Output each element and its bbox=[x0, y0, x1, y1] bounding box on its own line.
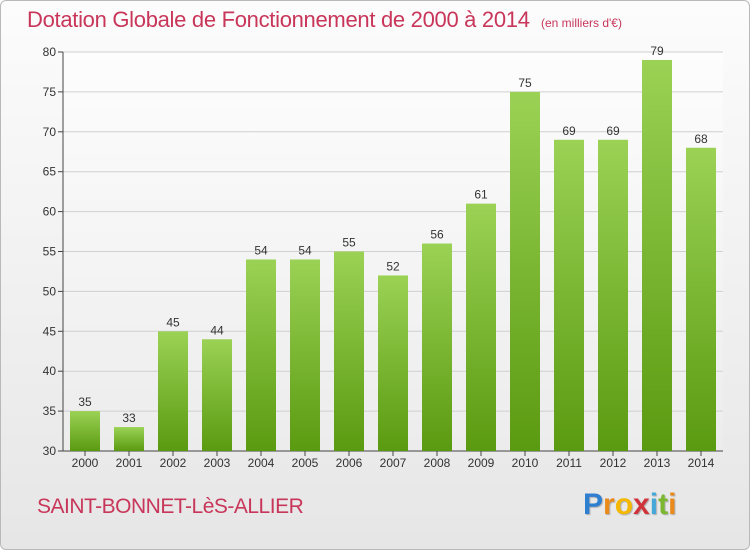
x-tick-label: 2013 bbox=[644, 456, 671, 470]
logo-letter: i bbox=[649, 488, 659, 521]
logo-letter: t bbox=[658, 488, 669, 521]
bar bbox=[70, 411, 100, 451]
chart-subtitle: (en milliers d'€) bbox=[541, 16, 622, 30]
bar-value-label: 45 bbox=[166, 315, 180, 329]
bar-value-label: 61 bbox=[474, 188, 488, 202]
logo-letter: i bbox=[668, 488, 677, 521]
bar-value-label: 44 bbox=[210, 323, 224, 337]
bar bbox=[290, 259, 320, 451]
bar-value-label: 68 bbox=[694, 132, 708, 146]
bar bbox=[686, 147, 716, 451]
x-tick-label: 2006 bbox=[336, 456, 363, 470]
x-tick-label: 2004 bbox=[248, 456, 275, 470]
y-tick-label: 80 bbox=[43, 45, 57, 59]
y-tick-label: 55 bbox=[43, 245, 57, 259]
x-tick-label: 2009 bbox=[468, 456, 495, 470]
x-tick-label: 2000 bbox=[72, 456, 99, 470]
y-tick-label: 75 bbox=[43, 85, 57, 99]
x-tick-label: 2005 bbox=[292, 456, 319, 470]
x-tick-label: 2002 bbox=[160, 456, 187, 470]
bar-value-label: 35 bbox=[78, 395, 92, 409]
bar bbox=[202, 339, 232, 451]
bar-value-label: 75 bbox=[518, 76, 532, 90]
x-tick-label: 2012 bbox=[600, 456, 627, 470]
bar bbox=[422, 243, 452, 451]
bar bbox=[246, 259, 276, 451]
chart-title: Dotation Globale de Fonctionnement de 20… bbox=[27, 7, 530, 32]
y-tick-label: 65 bbox=[43, 165, 57, 179]
bar bbox=[466, 203, 496, 451]
bar bbox=[334, 251, 364, 451]
logo-letter: o bbox=[614, 488, 634, 521]
bar-value-label: 54 bbox=[298, 243, 312, 257]
bar-value-label: 54 bbox=[254, 243, 268, 257]
bar-value-label: 33 bbox=[122, 411, 136, 425]
y-tick-label: 50 bbox=[43, 284, 57, 298]
y-tick-label: 60 bbox=[43, 205, 57, 219]
bar bbox=[598, 139, 628, 451]
bar bbox=[510, 91, 540, 452]
x-tick-label: 2014 bbox=[688, 456, 715, 470]
y-tick-label: 70 bbox=[43, 125, 57, 139]
bar-value-label: 79 bbox=[650, 44, 664, 58]
bar bbox=[554, 139, 584, 451]
x-tick-label: 2010 bbox=[512, 456, 539, 470]
commune-name: SAINT-BONNET-LèS-ALLIER bbox=[37, 495, 304, 518]
bar bbox=[642, 59, 672, 451]
y-tick-label: 45 bbox=[43, 324, 57, 338]
x-tick-label: 2007 bbox=[380, 456, 407, 470]
bar bbox=[158, 331, 188, 451]
x-tick-label: 2001 bbox=[116, 456, 143, 470]
logo-letter: x bbox=[633, 488, 650, 521]
bar-value-label: 56 bbox=[430, 228, 444, 242]
bar bbox=[114, 427, 144, 451]
x-tick-label: 2008 bbox=[424, 456, 451, 470]
bar-value-label: 52 bbox=[386, 259, 400, 273]
bar-value-label: 69 bbox=[562, 124, 576, 138]
bar-value-label: 69 bbox=[606, 124, 620, 138]
proxiti-logo: Proxiti bbox=[583, 488, 676, 522]
y-tick-label: 40 bbox=[43, 364, 57, 378]
x-tick-label: 2003 bbox=[204, 456, 231, 470]
y-tick-label: 35 bbox=[43, 404, 57, 418]
logo-letter: r bbox=[603, 488, 615, 521]
bar bbox=[378, 275, 408, 451]
bar-value-label: 55 bbox=[342, 236, 356, 250]
x-tick-label: 2011 bbox=[556, 456, 582, 470]
y-tick-label: 30 bbox=[43, 444, 57, 458]
logo-letter: P bbox=[583, 488, 604, 521]
